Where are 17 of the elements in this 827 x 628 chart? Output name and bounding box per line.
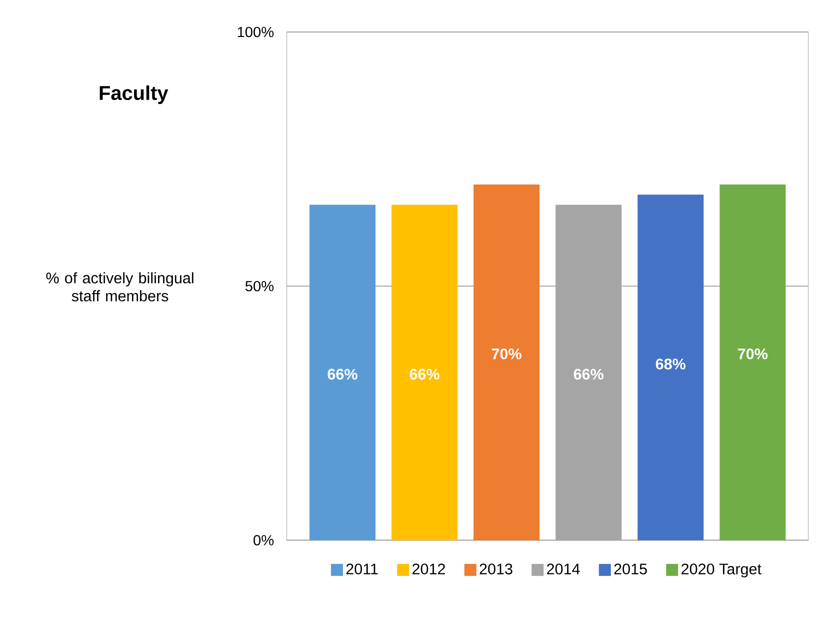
data-label: 68% xyxy=(656,358,686,370)
y-tick-label: 50% xyxy=(245,280,274,292)
data-label: 70% xyxy=(492,348,522,360)
legend-label: 2013 xyxy=(480,563,512,574)
legend-label: 2015 xyxy=(614,563,647,574)
y-tick-label: 0% xyxy=(254,534,274,546)
data-label: 70% xyxy=(738,348,768,360)
legend-label: 2014 xyxy=(547,563,580,574)
data-label: 66% xyxy=(410,368,440,380)
y-axis-title: % of actively bilingual staff members xyxy=(46,272,194,302)
legend-label: 2012 xyxy=(412,563,445,574)
text: Faculty xyxy=(100,85,168,104)
legend-label: 2011 xyxy=(346,563,378,574)
y-tick-label: 100% xyxy=(238,26,274,38)
data-label: 66% xyxy=(328,368,358,380)
data-label: 66% xyxy=(574,368,604,380)
legend-label: 2020 Target xyxy=(682,563,762,578)
